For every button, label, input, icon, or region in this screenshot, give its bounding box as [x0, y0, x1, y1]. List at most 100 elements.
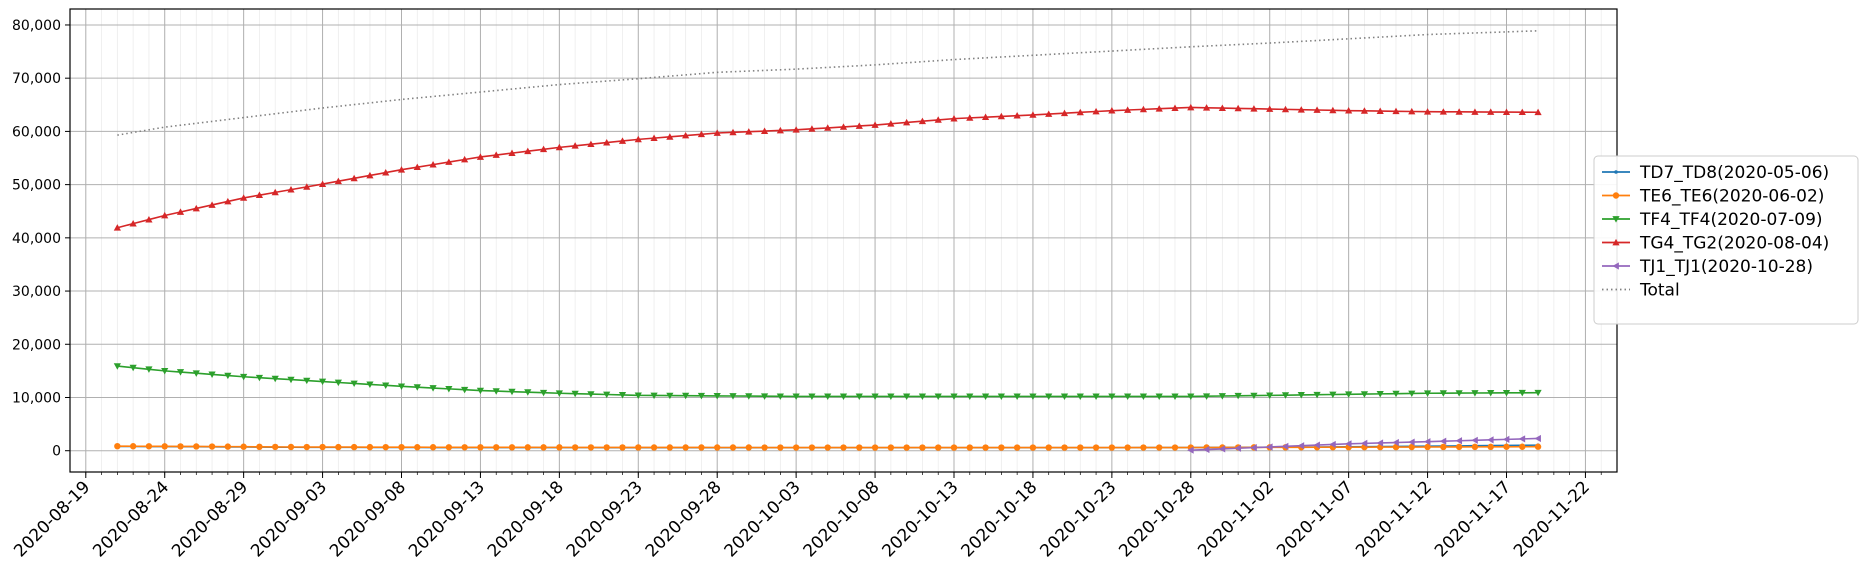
data-point [619, 444, 626, 451]
data-point [1281, 105, 1290, 113]
data-point [208, 371, 216, 378]
y-tick-label: 60,000 [12, 124, 61, 140]
data-point [1108, 107, 1116, 114]
data-point [1376, 439, 1384, 447]
data-point [650, 134, 658, 141]
data-point [966, 444, 973, 451]
data-point [461, 386, 469, 394]
data-point [334, 379, 342, 387]
data-point [1187, 103, 1195, 111]
data-point [1313, 106, 1321, 113]
x-tick-label: 2020-09-28 [642, 477, 726, 561]
x-tick-label: 2020-08-29 [168, 477, 252, 561]
data-point [618, 392, 627, 399]
data-point [745, 444, 752, 451]
data-point [1439, 437, 1447, 445]
data-point [1124, 393, 1132, 401]
x-tick-label: 2020-09-08 [326, 477, 410, 561]
data-point [366, 171, 374, 179]
x-tick-label: 2020-09-23 [563, 477, 647, 561]
data-point [697, 392, 706, 400]
data-point [1045, 110, 1053, 117]
data-point [398, 443, 405, 451]
data-point [713, 129, 721, 136]
data-point [335, 443, 342, 451]
data-point [224, 197, 232, 205]
data-point [508, 388, 516, 396]
data-point [871, 121, 879, 128]
data-point [303, 377, 311, 385]
data-point [271, 188, 279, 196]
data-point [950, 115, 958, 122]
data-point [650, 392, 658, 400]
data-point [571, 142, 579, 149]
legend-marker [1612, 262, 1619, 270]
x-tick-label: 2020-11-17 [1431, 477, 1515, 561]
data-point [1297, 106, 1305, 113]
x-tick-label: 2020-11-02 [1194, 477, 1278, 561]
data-point [1266, 105, 1274, 112]
y-tick-label: 20,000 [12, 337, 61, 353]
x-tick-label: 2020-10-13 [879, 477, 963, 561]
data-point [1392, 107, 1400, 115]
legend-marker [1612, 192, 1620, 199]
legend-marker [1614, 170, 1618, 174]
data-point [1108, 444, 1116, 451]
x-tick-label: 2020-09-03 [247, 477, 331, 561]
data-point [555, 390, 563, 397]
data-point [1455, 443, 1463, 451]
series-line [117, 30, 1539, 136]
data-point [871, 393, 879, 401]
data-point [113, 363, 121, 370]
data-point [1439, 108, 1447, 115]
legend-label: TJ1_TJ1(2020-10-28) [1639, 257, 1813, 277]
data-point [682, 392, 690, 400]
data-point [145, 366, 153, 373]
data-point [303, 443, 310, 451]
data-point [1440, 443, 1447, 451]
data-point [1234, 104, 1242, 112]
data-point [1392, 438, 1399, 447]
data-point [1408, 107, 1416, 115]
data-point [729, 393, 737, 400]
data-point [524, 147, 532, 155]
data-point [760, 393, 769, 400]
series-tf4-tf4-2020-07-09 [113, 363, 1542, 401]
x-tick-label: 2020-10-23 [1036, 477, 1120, 561]
data-point [1013, 112, 1021, 119]
data-point [887, 444, 895, 451]
data-point [1202, 393, 1211, 400]
data-point [1345, 107, 1353, 114]
data-point [1519, 443, 1526, 450]
legend-item: TJ1_TJ1(2020-10-28) [1602, 257, 1813, 277]
data-point [272, 443, 279, 451]
data-point [240, 443, 247, 450]
x-tick-label: 2020-10-08 [800, 477, 884, 561]
data-point [1013, 393, 1021, 401]
data-point [1376, 107, 1384, 114]
data-point [1092, 393, 1100, 401]
data-point [255, 191, 264, 199]
data-point [1077, 444, 1084, 451]
data-point [255, 374, 264, 382]
data-point [1345, 391, 1353, 398]
data-point [1423, 390, 1432, 397]
data-point [556, 444, 563, 451]
data-point [413, 384, 421, 391]
data-point [934, 116, 942, 123]
legend-label: TG4_TG2(2020-08-04) [1639, 234, 1829, 254]
data-point [634, 135, 642, 143]
data-point [1502, 435, 1510, 443]
series-tg4-tg2-2020-08-04 [113, 103, 1542, 231]
data-point [1424, 443, 1431, 451]
data-point [1140, 444, 1147, 451]
data-point [714, 444, 721, 451]
data-point [366, 443, 374, 451]
data-point [1313, 441, 1320, 449]
data-point [1029, 111, 1037, 118]
data-point [429, 161, 437, 168]
data-point [824, 444, 831, 451]
x-tick-label: 2020-10-03 [721, 477, 805, 561]
data-point [855, 122, 863, 129]
data-point [1534, 434, 1541, 443]
